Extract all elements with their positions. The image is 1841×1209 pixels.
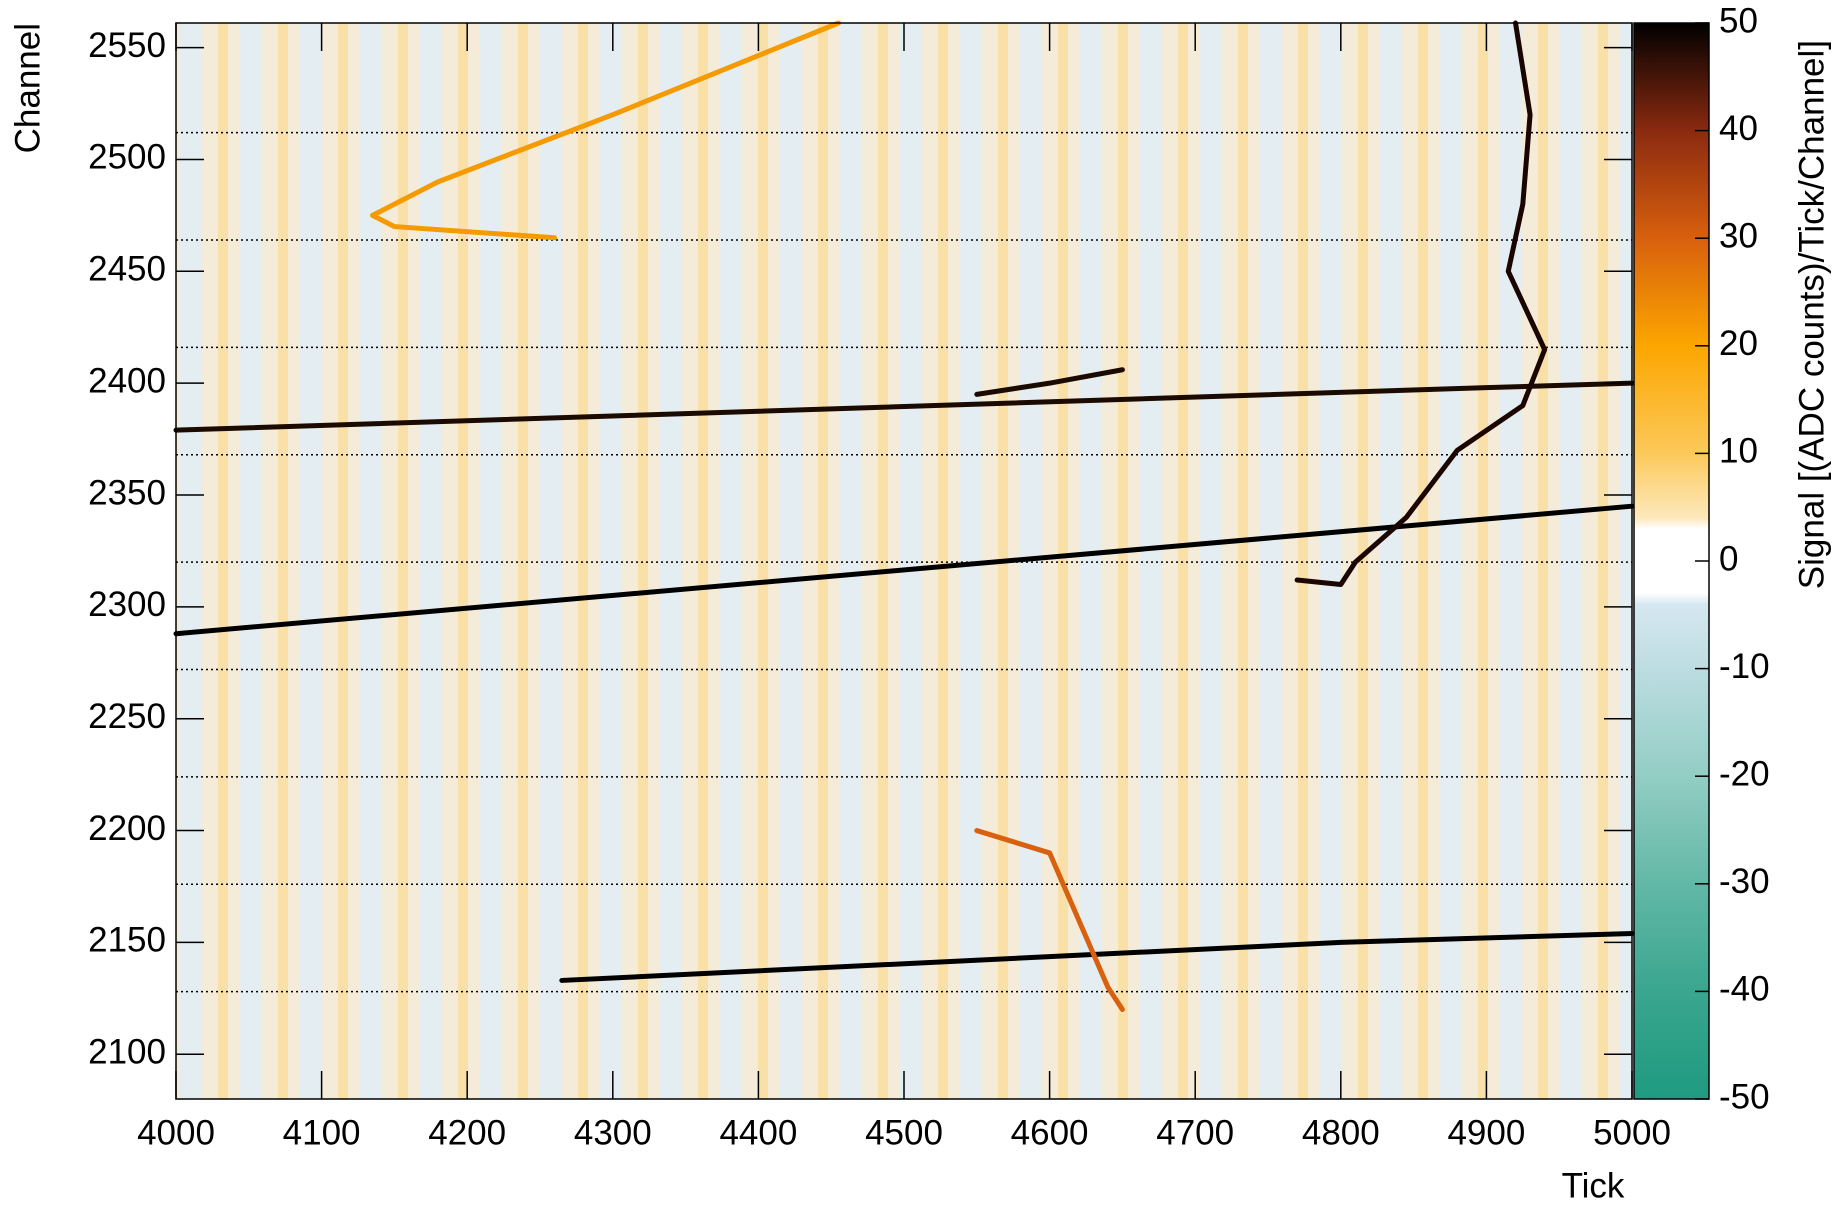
x-tick-label: 4100	[283, 1113, 361, 1152]
x-tick-label: 4300	[574, 1113, 652, 1152]
colorbar-segment	[1634, 668, 1709, 777]
colorbar-tick-label: 10	[1719, 432, 1758, 471]
x-tick-label: 4900	[1447, 1113, 1525, 1152]
colorbar-segment	[1634, 776, 1709, 885]
y-tick-label: 2400	[88, 361, 166, 400]
track	[974, 367, 1125, 397]
colorbar-segment	[1634, 238, 1709, 347]
x-tick-label: 4800	[1302, 1113, 1380, 1152]
y-tick-label: 2350	[88, 473, 166, 512]
colorbar-tick-label: 0	[1719, 539, 1738, 578]
x-tick-label: 4200	[428, 1113, 506, 1152]
colorbar-tick-label: -10	[1719, 647, 1770, 686]
colorbar-title: Signal [(ADC counts)/Tick/Channel]	[1792, 40, 1831, 589]
colorbar-tick-label: -30	[1719, 862, 1770, 901]
y-tick-label: 2200	[88, 809, 166, 848]
plot-background	[176, 23, 1632, 1099]
y-axis-title: Channel	[8, 23, 47, 153]
colorbar-segment	[1634, 883, 1709, 992]
y-tick-label: 2250	[88, 697, 166, 736]
y-tick-label: 2100	[88, 1033, 166, 1072]
colorbar-segment	[1634, 991, 1709, 1100]
y-tick-label: 2150	[88, 921, 166, 960]
colorbar-segment	[1634, 23, 1709, 132]
colorbar-segment	[1634, 130, 1709, 239]
x-tick-label: 4500	[865, 1113, 943, 1152]
colorbar-tick-label: -50	[1719, 1077, 1770, 1116]
track	[559, 930, 1635, 983]
colorbar-segment	[1634, 593, 1709, 605]
track	[173, 503, 1635, 637]
colorbar-tick-label: -40	[1719, 970, 1770, 1009]
track	[974, 828, 1125, 1013]
y-tick-label: 2500	[88, 138, 166, 177]
colorbar-segment	[1634, 453, 1709, 519]
colorbar-tick-label: 50	[1719, 1, 1758, 40]
colorbar-segment	[1634, 517, 1709, 530]
y-tick-label: 2300	[88, 585, 166, 624]
x-tick-label: 4600	[1011, 1113, 1089, 1152]
x-axis-title: Tick	[1562, 1166, 1625, 1205]
track	[370, 20, 841, 241]
x-tick-label: 4000	[137, 1113, 215, 1152]
y-tick-label: 2550	[88, 26, 166, 65]
colorbar-tick-label: -20	[1719, 754, 1770, 793]
x-tick-label: 4400	[719, 1113, 797, 1152]
colorbar-segment	[1634, 345, 1709, 454]
x-tick-label: 4700	[1156, 1113, 1234, 1152]
colorbar-tick-label: 40	[1719, 109, 1758, 148]
colorbar-tick-label: 20	[1719, 324, 1758, 363]
track	[173, 380, 1635, 433]
y-tick-label: 2450	[88, 250, 166, 289]
colorbar-segment	[1634, 604, 1709, 670]
x-tick-label: 5000	[1593, 1113, 1671, 1152]
colorbar-tick-label: 30	[1719, 216, 1758, 255]
track	[1294, 20, 1548, 587]
